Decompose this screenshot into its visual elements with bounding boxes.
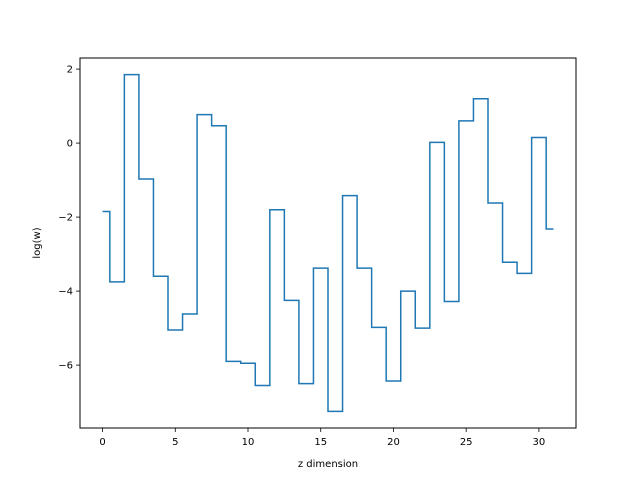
y-tick-label: −2 [58,213,73,224]
y-tick-label: 2 [67,65,73,76]
x-tick-label: 15 [314,437,327,448]
x-tick-label: 5 [172,437,178,448]
plot-frame [79,57,577,429]
series-line [102,73,554,413]
y-tick-label: 0 [67,139,73,150]
x-tick-label: 0 [99,437,105,448]
ticks-layer: 0 5 10 15 20 25 30 −6 −4 −2 0 2 [58,65,545,448]
x-tick-label: 10 [242,437,255,448]
x-tick-label: 20 [387,437,400,448]
series-layer [102,73,554,413]
y-tick-label: −4 [58,287,73,298]
x-axis-label: z dimension [298,459,358,470]
x-tick-label: 25 [460,437,473,448]
y-tick-label: −6 [58,361,73,372]
x-tick-label: 30 [533,437,546,448]
y-axis-label: log(w) [32,227,43,258]
